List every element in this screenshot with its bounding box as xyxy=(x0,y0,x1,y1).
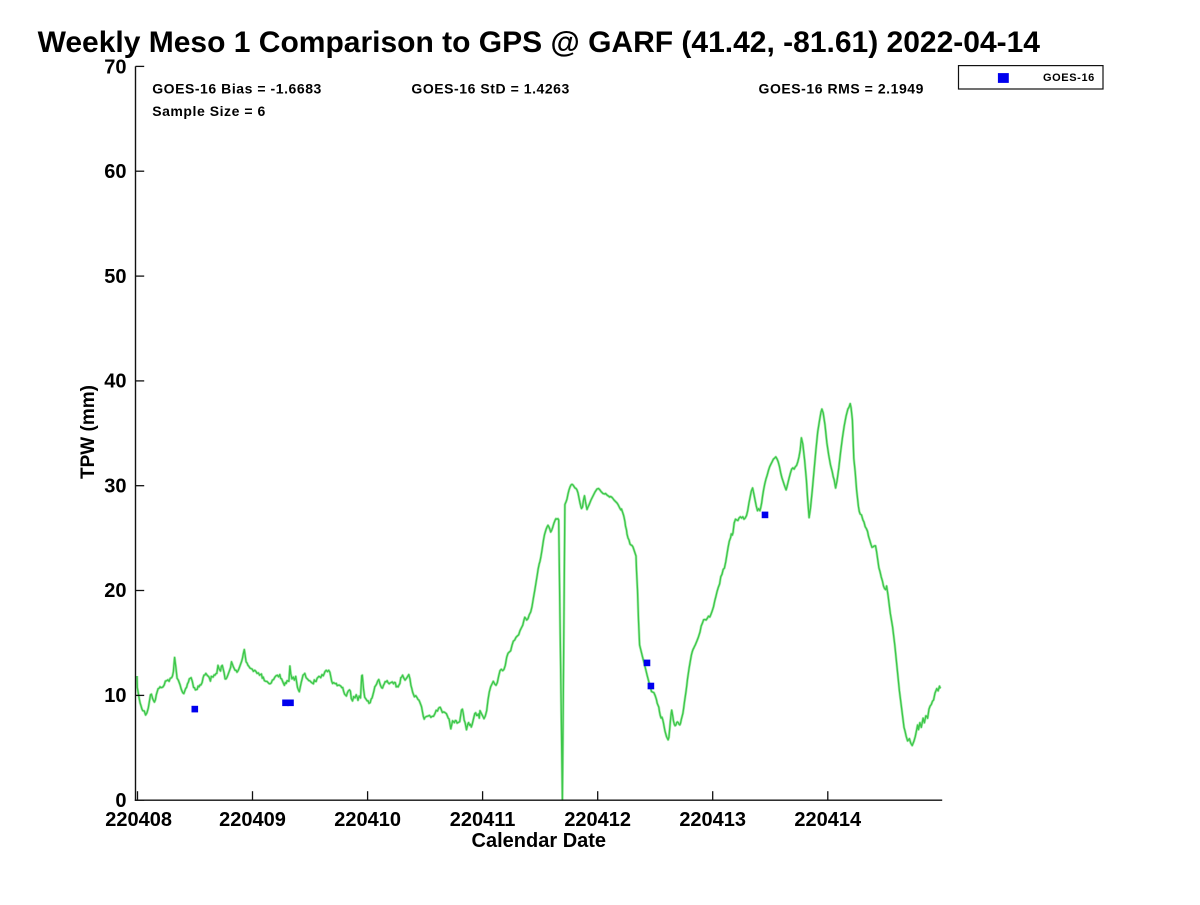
svg-text:10: 10 xyxy=(104,685,126,707)
svg-text:40: 40 xyxy=(104,371,126,393)
svg-text:50: 50 xyxy=(104,266,126,288)
svg-text:Calendar Date: Calendar Date xyxy=(472,830,607,852)
svg-text:20: 20 xyxy=(104,580,126,602)
svg-text:220409: 220409 xyxy=(219,809,286,831)
svg-text:220408: 220408 xyxy=(105,809,172,831)
svg-text:GOES-16 StD = 1.4263: GOES-16 StD = 1.4263 xyxy=(411,81,569,97)
svg-text:220413: 220413 xyxy=(679,809,746,831)
svg-text:TPW (mm): TPW (mm) xyxy=(78,385,99,479)
svg-text:30: 30 xyxy=(104,475,126,497)
svg-text:0: 0 xyxy=(115,790,126,812)
svg-text:220412: 220412 xyxy=(564,809,631,831)
svg-text:GOES-16: GOES-16 xyxy=(1043,72,1095,84)
svg-text:GOES-16 Bias = -1.6683: GOES-16 Bias = -1.6683 xyxy=(152,81,322,97)
svg-text:220414: 220414 xyxy=(794,809,862,831)
svg-text:60: 60 xyxy=(104,161,126,183)
svg-text:Weekly Meso 1 Comparison to GP: Weekly Meso 1 Comparison to GPS @ GARF (… xyxy=(38,26,1041,59)
svg-text:GOES-16 RMS = 2.1949: GOES-16 RMS = 2.1949 xyxy=(759,81,924,97)
svg-text:70: 70 xyxy=(104,56,126,78)
svg-text:220411: 220411 xyxy=(450,809,516,831)
svg-text:220410: 220410 xyxy=(334,809,401,831)
svg-text:Sample Size = 6: Sample Size = 6 xyxy=(152,103,266,119)
